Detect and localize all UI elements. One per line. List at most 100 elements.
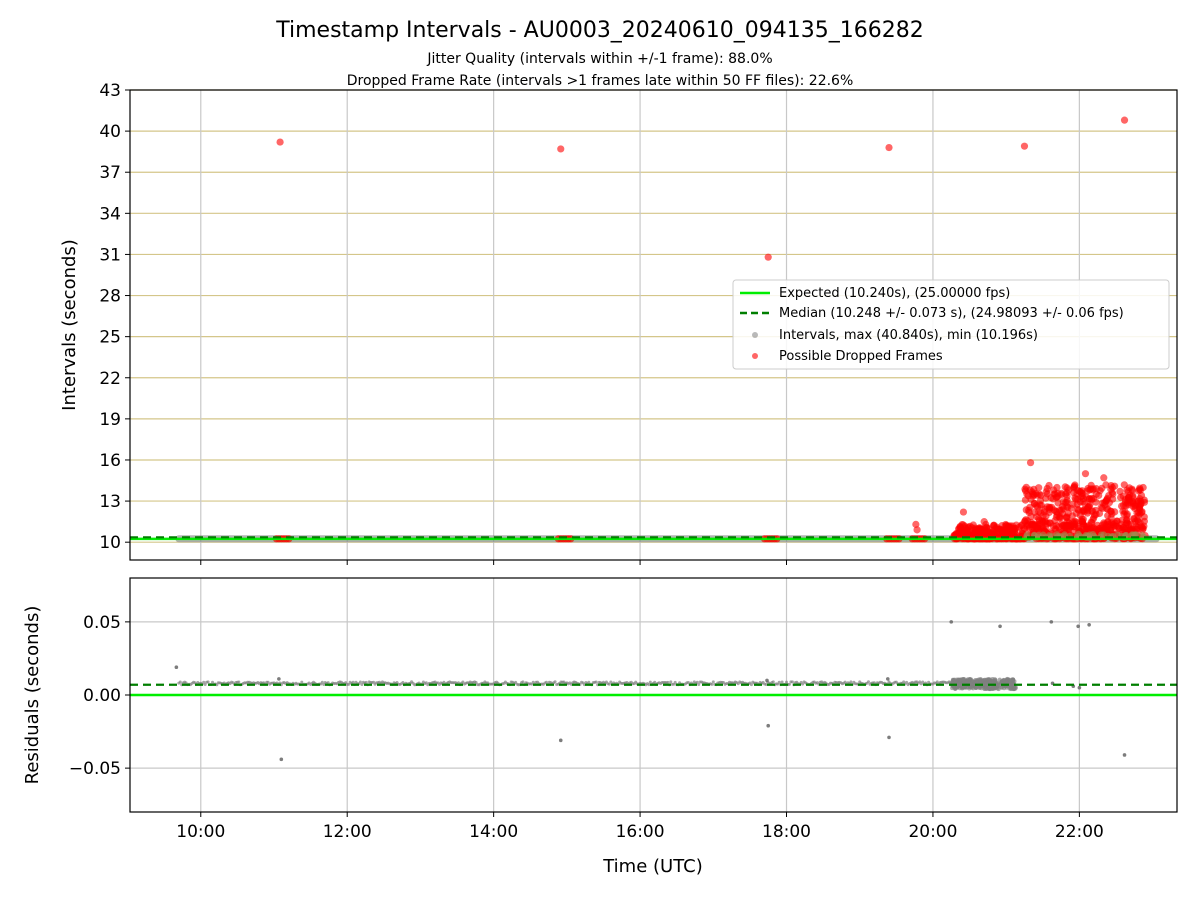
y-tick-label: 0.00: [83, 686, 121, 706]
residual-point: [351, 680, 355, 684]
dropped-frame-point: [1120, 481, 1128, 489]
dropped-frame-point: [1119, 492, 1127, 500]
legend-dropped-swatch: [752, 353, 758, 359]
y-tick-label: −0.05: [69, 759, 121, 779]
dropped-frame-point: [1089, 495, 1098, 503]
dropped-frame-point: [1024, 492, 1032, 500]
dropped-frame-point: [1054, 489, 1062, 497]
dropped-frame-point: [1074, 506, 1083, 514]
residual-point: [958, 683, 963, 688]
residual-point: [1008, 684, 1013, 689]
residual-point: [967, 677, 972, 682]
dropped-frame-point: [1136, 486, 1144, 494]
dropped-frame-point: [1032, 525, 1040, 533]
legend-intervals-label: Intervals, max (40.840s), min (10.196s): [779, 328, 1038, 343]
residual-point: [952, 677, 957, 682]
dropped-frame-point: [1137, 499, 1145, 507]
chart-subtitle-dropped: Dropped Frame Rate (intervals >1 frames …: [347, 73, 854, 89]
residual-point: [1004, 678, 1009, 682]
y-tick-label: 16: [99, 451, 121, 471]
dropped-frame-point: [959, 521, 967, 529]
legend-box: [732, 279, 1170, 370]
dropped-frame-point: [1022, 483, 1030, 491]
residual-point: [358, 680, 362, 684]
residual-point: [347, 682, 351, 686]
dropped-frame-point: [1062, 521, 1070, 530]
residual-point: [673, 680, 677, 684]
dropped-frame-point: [1063, 503, 1071, 511]
dropped-frame-point: [912, 520, 920, 528]
residual-point: [1010, 681, 1015, 686]
residual-point: [885, 677, 890, 681]
residual-point: [697, 683, 701, 686]
residual-point: [887, 735, 891, 740]
dropped-frame-point: [1131, 517, 1139, 526]
residual-point: [975, 684, 980, 689]
dropped-frame-point: [1043, 503, 1051, 511]
residual-point: [995, 683, 1000, 688]
dropped-frame-point: [1100, 474, 1108, 482]
dropped-frame-point: [975, 524, 983, 533]
residual-point: [780, 680, 784, 684]
x-tick-label: 10:00: [176, 822, 225, 842]
residual-point: [988, 687, 993, 692]
y-tick-label: 34: [99, 204, 121, 224]
residual-point: [710, 682, 714, 686]
x-tick-label: 22:00: [1055, 822, 1104, 842]
residual-point: [964, 679, 969, 684]
residual-point: [203, 683, 207, 686]
dropped-frame-point: [1123, 486, 1131, 494]
y-tick-label: 43: [99, 81, 121, 101]
x-axis-label: Time (UTC): [602, 856, 703, 877]
residual-point: [587, 680, 591, 684]
y-tick-label: 37: [99, 163, 121, 183]
dropped-frame-point: [1026, 459, 1035, 467]
dropped-frame-point: [1095, 524, 1104, 532]
dropped-frame-point: [1111, 519, 1119, 527]
residual-point: [521, 680, 525, 684]
residual-point: [1076, 624, 1080, 629]
x-tick-label: 18:00: [762, 822, 811, 842]
dropped-frame-point: [1025, 506, 1033, 514]
dropped-frame-point: [1030, 500, 1039, 508]
dropped-frame-point: [1008, 527, 1016, 535]
x-tick-label: 14:00: [469, 822, 518, 842]
residual-point: [849, 680, 853, 684]
dropped-frame-point: [1070, 519, 1078, 527]
residual-point: [766, 723, 771, 728]
residual-point: [1077, 685, 1082, 690]
dropped-frame-point: [1023, 523, 1031, 531]
dropped-frame-point: [1108, 483, 1116, 492]
residual-point: [206, 680, 210, 684]
chart-subtitle-jitter: Jitter Quality (intervals within +/-1 fr…: [426, 51, 772, 67]
dropped-frame-point: [1090, 513, 1098, 522]
residual-point: [785, 680, 788, 684]
residual-point: [1087, 623, 1091, 627]
residual-point: [711, 680, 715, 684]
top-panel: 10 13 16 19 22 25 28 31 34 37 40 43: [99, 81, 1178, 565]
residual-point: [364, 680, 368, 684]
residual-point: [985, 685, 990, 690]
dropped-frame-point: [1051, 525, 1059, 533]
dropped-frame-point: [1081, 470, 1090, 478]
dropped-frame-point: [1056, 514, 1064, 522]
residual-point: [787, 682, 791, 686]
y-tick-label: 13: [99, 492, 121, 512]
dropped-frame-point: [1115, 524, 1123, 532]
residual-point: [764, 683, 768, 686]
y-tick-label: 25: [99, 328, 121, 348]
bottom-y-axis-label: Residuals (seconds): [22, 606, 43, 785]
residual-point: [1122, 753, 1127, 757]
residual-point: [360, 683, 364, 686]
dropped-frame-point: [1089, 486, 1097, 494]
residual-point: [980, 678, 985, 683]
x-tick-label: 20:00: [908, 822, 957, 842]
residual-point: [300, 680, 304, 684]
dropped-frame-point: [557, 145, 565, 153]
dropped-frame-point: [1074, 495, 1082, 503]
top-y-axis-label: Intervals (seconds): [59, 239, 80, 411]
interval-point: [1024, 531, 1031, 538]
bottom-plot-frame: [129, 577, 1178, 813]
dropped-frame-point: [1043, 490, 1051, 498]
